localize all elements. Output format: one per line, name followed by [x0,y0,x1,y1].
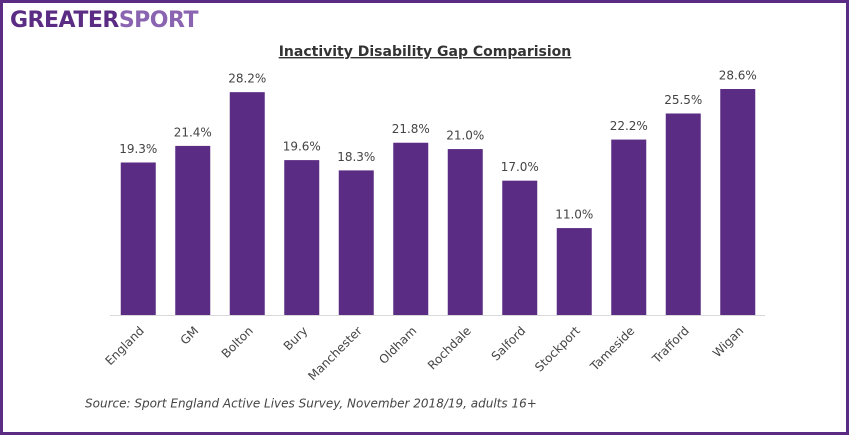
x-tick-label: Manchester [305,324,365,384]
brand-logo: GREATERSPORT [10,8,198,33]
value-label: 22.2% [610,119,648,133]
bar [338,170,374,315]
bar [447,149,483,315]
brand-part: GREATER [10,8,119,33]
x-tick-label: England [102,324,146,368]
x-tick-label: Salford [489,324,529,364]
x-tick-label: Bolton [219,324,256,361]
x-tick-label: Bury [281,324,311,354]
value-label: 17.0% [501,160,539,174]
bar [393,142,429,315]
x-tick-label: GM [178,324,202,348]
value-label: 21.4% [174,125,212,139]
value-label: 25.5% [664,93,702,107]
bar [284,160,320,315]
bar [556,228,592,315]
source-note: Source: Sport England Active Lives Surve… [85,397,537,411]
bar [175,145,211,315]
bar [120,162,156,315]
value-label: 19.6% [283,140,321,154]
value-label: 21.0% [446,129,484,143]
chart-title: Inactivity Disability Gap Comparision [279,44,572,60]
value-label: 19.3% [119,142,157,156]
x-tick-label: Rochdale [425,324,474,373]
x-tick-label: Tameside [587,324,637,374]
bar [720,89,756,315]
x-tick-label: Trafford [649,324,692,367]
bar [229,92,265,315]
brand-part: SPORT [119,8,199,33]
bar [665,113,701,315]
value-label: 28.6% [719,69,757,83]
value-label: 18.3% [337,150,375,164]
value-label: 11.0% [555,208,593,222]
x-tick-label: Stockport [532,323,583,374]
value-label: 21.8% [392,122,430,136]
bar [611,139,647,315]
x-tick-label: Wigan [710,324,746,360]
bar [502,180,538,315]
value-label: 28.2% [228,72,266,86]
x-tick-label: Oldham [376,324,419,367]
